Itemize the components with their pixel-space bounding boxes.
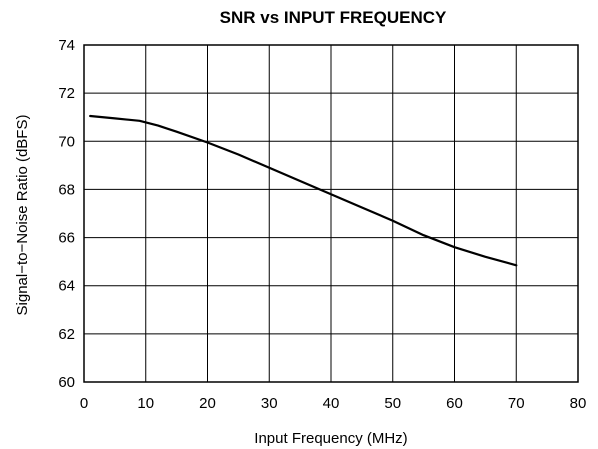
series-layer bbox=[89, 114, 518, 267]
chart-title: SNR vs INPUT FREQUENCY bbox=[219, 8, 447, 27]
y-tick-label: 72 bbox=[58, 85, 75, 102]
x-tick-labels: 0 10 20 30 40 50 60 70 80 bbox=[80, 395, 587, 412]
y-tick-labels: 60 62 64 66 68 70 72 74 bbox=[58, 37, 75, 391]
y-tick-label: 68 bbox=[58, 181, 75, 198]
y-tick-label: 60 bbox=[58, 374, 75, 391]
y-tick-label: 64 bbox=[58, 278, 75, 295]
y-axis-label: Signal−to−Noise Ratio (dBFS) bbox=[14, 115, 31, 316]
y-tick-label: 62 bbox=[58, 326, 75, 343]
x-tick-label: 80 bbox=[570, 395, 587, 412]
grid bbox=[83, 44, 579, 383]
x-tick-label: 50 bbox=[384, 395, 401, 412]
y-tick-label: 66 bbox=[58, 230, 75, 247]
y-tick-label: 70 bbox=[58, 133, 75, 150]
x-tick-label: 10 bbox=[137, 395, 154, 412]
plot-frame bbox=[83, 44, 579, 383]
snr-series-line bbox=[89, 114, 518, 267]
x-tick-label: 0 bbox=[80, 395, 88, 412]
x-tick-label: 60 bbox=[446, 395, 463, 412]
x-axis-label: Input Frequency (MHz) bbox=[254, 430, 407, 447]
x-tick-label: 40 bbox=[323, 395, 340, 412]
y-tick-label: 74 bbox=[58, 37, 75, 54]
x-tick-label: 30 bbox=[261, 395, 278, 412]
x-tick-label: 20 bbox=[199, 395, 216, 412]
x-tick-label: 70 bbox=[508, 395, 525, 412]
